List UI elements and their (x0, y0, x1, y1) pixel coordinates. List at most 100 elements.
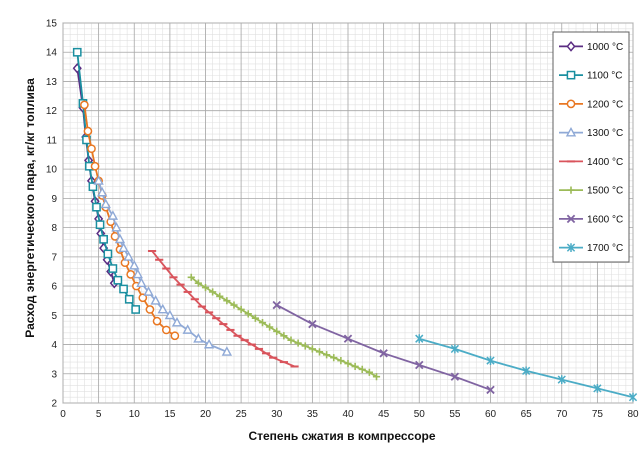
legend-label: 1200 °C (587, 99, 623, 110)
y-tick-label: 14 (46, 48, 58, 59)
legend-swatch-marker (566, 214, 576, 224)
data-point (301, 342, 309, 350)
data-point (344, 359, 352, 368)
legend-swatch-marker (566, 41, 576, 52)
x-tick-label: 30 (271, 409, 283, 420)
legend-item-1: 1000 °C (559, 41, 623, 53)
data-point (72, 47, 82, 57)
data-point (132, 268, 143, 279)
legend-swatch-marker (567, 186, 575, 194)
data-point (308, 319, 317, 329)
series-layer (72, 47, 638, 402)
data-point (351, 362, 359, 371)
data-point (100, 198, 111, 209)
data-point (294, 339, 302, 347)
y-tick-label: 2 (51, 399, 57, 410)
legend: 1000 °C 1100 °C 1200 °C 1300 °C 1400 °C 1500 … (552, 31, 630, 263)
y-tick-label: 10 (46, 165, 58, 176)
data-point (111, 221, 122, 232)
data-point (209, 288, 217, 296)
x-tick-label: 35 (307, 409, 319, 420)
data-point (103, 249, 113, 259)
data-point (194, 279, 202, 287)
data-point (415, 360, 424, 370)
y-tick-label: 15 (46, 19, 58, 30)
legend-label: 1300 °C (587, 128, 623, 139)
data-point (521, 366, 531, 376)
series-4 (93, 175, 233, 356)
data-point (251, 314, 259, 322)
x-axis-ticks: 0 5 10 15 20 25 30 35 40 45 50 55 60 65 70 75 80 (60, 409, 639, 420)
data-point (308, 345, 316, 353)
legend-label: 1700 °C (587, 243, 623, 254)
data-point (136, 277, 147, 288)
data-point (143, 286, 154, 296)
data-point (244, 310, 252, 318)
x-tick-label: 55 (449, 409, 461, 420)
data-point (92, 202, 101, 212)
data-point (145, 305, 155, 314)
x-tick-label: 50 (414, 409, 426, 420)
x-tick-label: 45 (378, 409, 390, 420)
data-point (123, 251, 134, 261)
data-point (221, 346, 233, 356)
data-point (237, 305, 245, 314)
data-point (161, 325, 171, 335)
data-point (372, 373, 381, 381)
legend-item-7: 1600 °C (559, 214, 623, 225)
data-point (171, 316, 183, 327)
data-point (280, 332, 288, 340)
legend-swatch-marker (566, 99, 576, 109)
x-tick-label: 65 (521, 409, 533, 420)
y-tick-label: 6 (51, 282, 57, 293)
legend-item-5: 1400 °C (559, 157, 623, 168)
data-point (118, 242, 129, 252)
legend-item-4: 1300 °C (559, 126, 623, 139)
data-point (450, 372, 460, 381)
legend-item-8: 1700 °C (559, 243, 623, 254)
data-point (157, 303, 168, 314)
data-point (379, 349, 388, 358)
data-point (365, 368, 373, 376)
data-point (170, 331, 180, 341)
data-point (114, 233, 126, 244)
y-tick-label: 3 (51, 369, 57, 380)
legend-label: 1100 °C (587, 71, 623, 82)
data-point (97, 186, 108, 197)
data-point (216, 292, 224, 300)
series-5 (147, 250, 299, 368)
data-point (628, 392, 638, 402)
legend-item-6: 1500 °C (559, 186, 623, 197)
series-7 (272, 300, 495, 395)
data-point (315, 348, 324, 356)
x-tick-label: 0 (60, 409, 66, 420)
x-tick-label: 10 (129, 409, 141, 420)
data-point (88, 182, 98, 192)
data-point (90, 161, 100, 171)
series-8 (415, 334, 638, 402)
data-point (337, 357, 345, 365)
x-tick-label: 75 (592, 409, 604, 420)
y-axis-ticks: 2 3 4 5 6 7 8 9 10 11 12 13 14 15 (46, 19, 58, 410)
legend-label: 1600 °C (587, 214, 623, 225)
data-point (99, 234, 108, 244)
data-point (187, 273, 195, 281)
data-point (150, 295, 161, 305)
data-point (358, 365, 366, 373)
y-tick-label: 9 (51, 194, 57, 205)
legend-item-3: 1200 °C (559, 99, 623, 110)
data-point (129, 259, 140, 270)
data-point (113, 275, 123, 285)
data-point (83, 126, 93, 136)
legend-item-2: 1100 °C (559, 71, 623, 82)
data-point (107, 210, 119, 220)
legend-label: 1000 °C (587, 42, 623, 53)
data-point (193, 333, 204, 343)
data-point (87, 144, 96, 154)
data-point (80, 100, 89, 110)
data-point (486, 356, 495, 366)
data-point (287, 336, 295, 344)
data-point (415, 334, 424, 344)
legend-swatch-marker (566, 70, 576, 80)
